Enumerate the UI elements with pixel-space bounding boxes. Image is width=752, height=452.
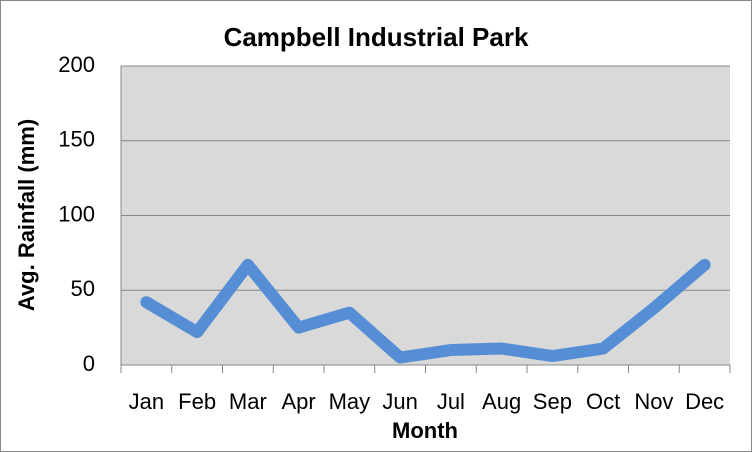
chart-title: Campbell Industrial Park bbox=[224, 22, 529, 52]
x-tick-label: Feb bbox=[178, 389, 216, 414]
x-tick-label: Mar bbox=[229, 389, 267, 414]
x-tick-label: Oct bbox=[586, 389, 620, 414]
y-tick-label: 150 bbox=[58, 127, 95, 152]
x-tick-label: Apr bbox=[282, 389, 316, 414]
x-tick-label: Sep bbox=[533, 389, 572, 414]
y-tick-label: 200 bbox=[58, 52, 95, 77]
x-tick-label: Jun bbox=[382, 389, 417, 414]
x-tick-label: Jul bbox=[437, 389, 465, 414]
x-tick-label: Aug bbox=[482, 389, 521, 414]
y-tick-label: 100 bbox=[58, 201, 95, 226]
x-tick-label: Nov bbox=[634, 389, 673, 414]
y-tick-label: 50 bbox=[71, 276, 95, 301]
x-tick-label: May bbox=[329, 389, 371, 414]
x-tick-label: Dec bbox=[685, 389, 724, 414]
data-line bbox=[140, 258, 711, 364]
x-tick-label: Jan bbox=[129, 389, 164, 414]
x-axis-title: Month bbox=[392, 418, 458, 443]
y-axis-title: Avg. Rainfall (mm) bbox=[14, 119, 39, 311]
y-tick-label: 0 bbox=[83, 351, 95, 376]
